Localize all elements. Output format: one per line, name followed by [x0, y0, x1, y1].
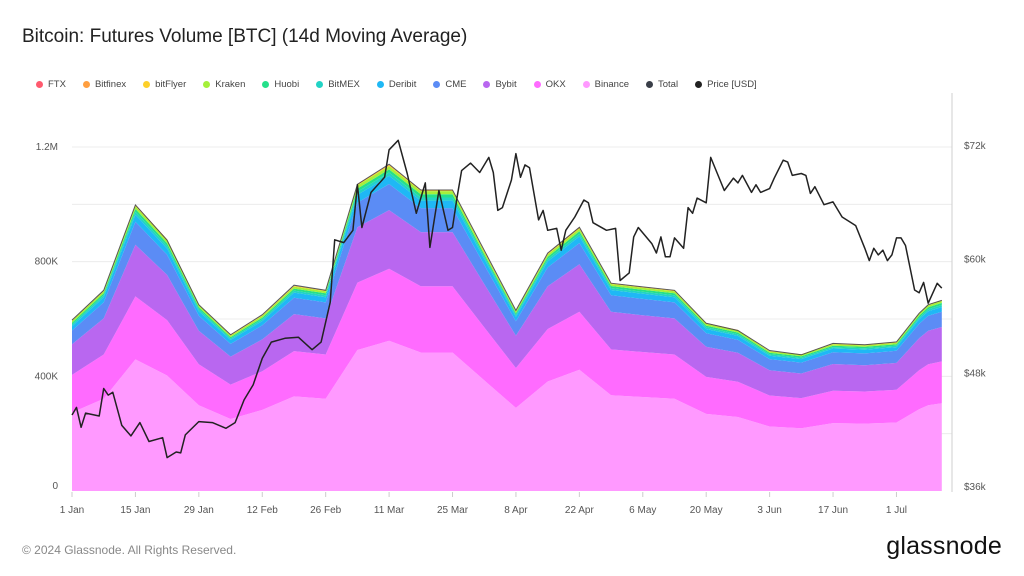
x-tick-label: 1 Jul: [886, 505, 907, 516]
x-tick-label: 26 Feb: [310, 505, 342, 516]
x-tick-label: 12 Feb: [247, 505, 279, 516]
y-left-tick-label: 1.2M: [36, 142, 58, 153]
y-right-tick-label: $72k: [964, 141, 987, 152]
legend-item-price-usd[interactable]: Price [USD]: [695, 79, 757, 90]
legend-label: Price [USD]: [707, 79, 757, 90]
legend-label: CME: [445, 79, 467, 90]
legend-label: OKX: [545, 79, 566, 90]
legend-item-ftx[interactable]: FTX: [36, 79, 66, 90]
total-line: [71, 163, 942, 356]
legend-label: Kraken: [215, 79, 246, 90]
legend-item-total[interactable]: Total: [646, 79, 678, 90]
x-tick-label: 15 Jan: [120, 505, 150, 516]
copyright-footer: © 2024 Glassnode. All Rights Reserved.: [22, 543, 237, 557]
legend-item-bitfinex[interactable]: Bitfinex: [82, 79, 127, 90]
legend-label: BitMEX: [328, 79, 360, 90]
legend-dot-icon: [695, 81, 703, 88]
legend-dot-icon: [316, 81, 324, 88]
chart-title: Bitcoin: Futures Volume [BTC] (14d Movin…: [22, 26, 468, 47]
x-tick-label: 11 Mar: [374, 505, 405, 516]
legend-item-bitmex[interactable]: BitMEX: [316, 79, 360, 90]
legend-label: Bybit: [495, 79, 517, 90]
legend-item-deribit[interactable]: Deribit: [376, 79, 417, 90]
x-tick-label: 1 Jan: [60, 505, 84, 516]
x-tick-label: 29 Jan: [184, 505, 214, 516]
legend-label: FTX: [48, 79, 66, 90]
y-right-tick-label: $60k: [964, 255, 987, 266]
legend-dot-icon: [433, 81, 441, 88]
legend-dot-icon: [582, 81, 590, 88]
legend-label: Binance: [594, 79, 629, 90]
y-left-tick-label: 400K: [35, 371, 59, 382]
area-bybit: [72, 210, 942, 399]
x-tick-label: 17 Jun: [818, 505, 848, 516]
x-tick-label: 20 May: [690, 505, 723, 516]
legend-dot-icon: [483, 81, 491, 88]
legend-item-okx[interactable]: OKX: [533, 79, 566, 90]
area-cme: [72, 184, 942, 374]
chart-legend: FTX Bitfinex bitFlyer Kraken Huobi BitMEX Deri…: [36, 79, 774, 90]
legend-label: Total: [658, 79, 679, 90]
legend-label: Bitfinex: [94, 79, 127, 90]
area-binance: [72, 340, 942, 491]
x-tick-label: 6 May: [629, 505, 656, 516]
y-right-tick-label: $48k: [964, 368, 987, 379]
x-tick-label: 3 Jun: [757, 505, 781, 516]
legend-item-huobi[interactable]: Huobi: [262, 79, 299, 90]
price-line: [71, 139, 943, 459]
legend-dot-icon: [82, 81, 90, 88]
legend-dot-icon: [262, 81, 270, 88]
legend-item-bitflyer[interactable]: bitFlyer: [143, 79, 186, 90]
x-tick-label: 25 Mar: [437, 505, 469, 516]
y-left-tick-label: 800K: [35, 257, 59, 268]
area-okx: [72, 268, 942, 429]
y-left-tick-label: 0: [52, 481, 58, 492]
legend-item-binance[interactable]: Binance: [582, 79, 629, 90]
legend-dot-icon: [36, 81, 43, 88]
legend-dot-icon: [533, 81, 541, 88]
legend-label: Huobi: [274, 79, 300, 90]
legend-item-cme[interactable]: CME: [433, 79, 466, 90]
legend-dot-icon: [646, 81, 653, 88]
y-right-tick-label: $36k: [964, 482, 987, 493]
legend-item-bybit[interactable]: Bybit: [483, 79, 517, 90]
legend-label: Deribit: [388, 79, 417, 90]
x-tick-label: 8 Apr: [504, 505, 528, 516]
x-tick-label: 22 Apr: [565, 505, 595, 516]
legend-dot-icon: [143, 81, 151, 88]
legend-dot-icon: [203, 81, 211, 88]
glassnode-logo: glassnode: [886, 532, 1002, 560]
legend-dot-icon: [376, 81, 384, 88]
legend-label: bitFlyer: [155, 79, 187, 90]
legend-item-kraken[interactable]: Kraken: [203, 79, 245, 90]
